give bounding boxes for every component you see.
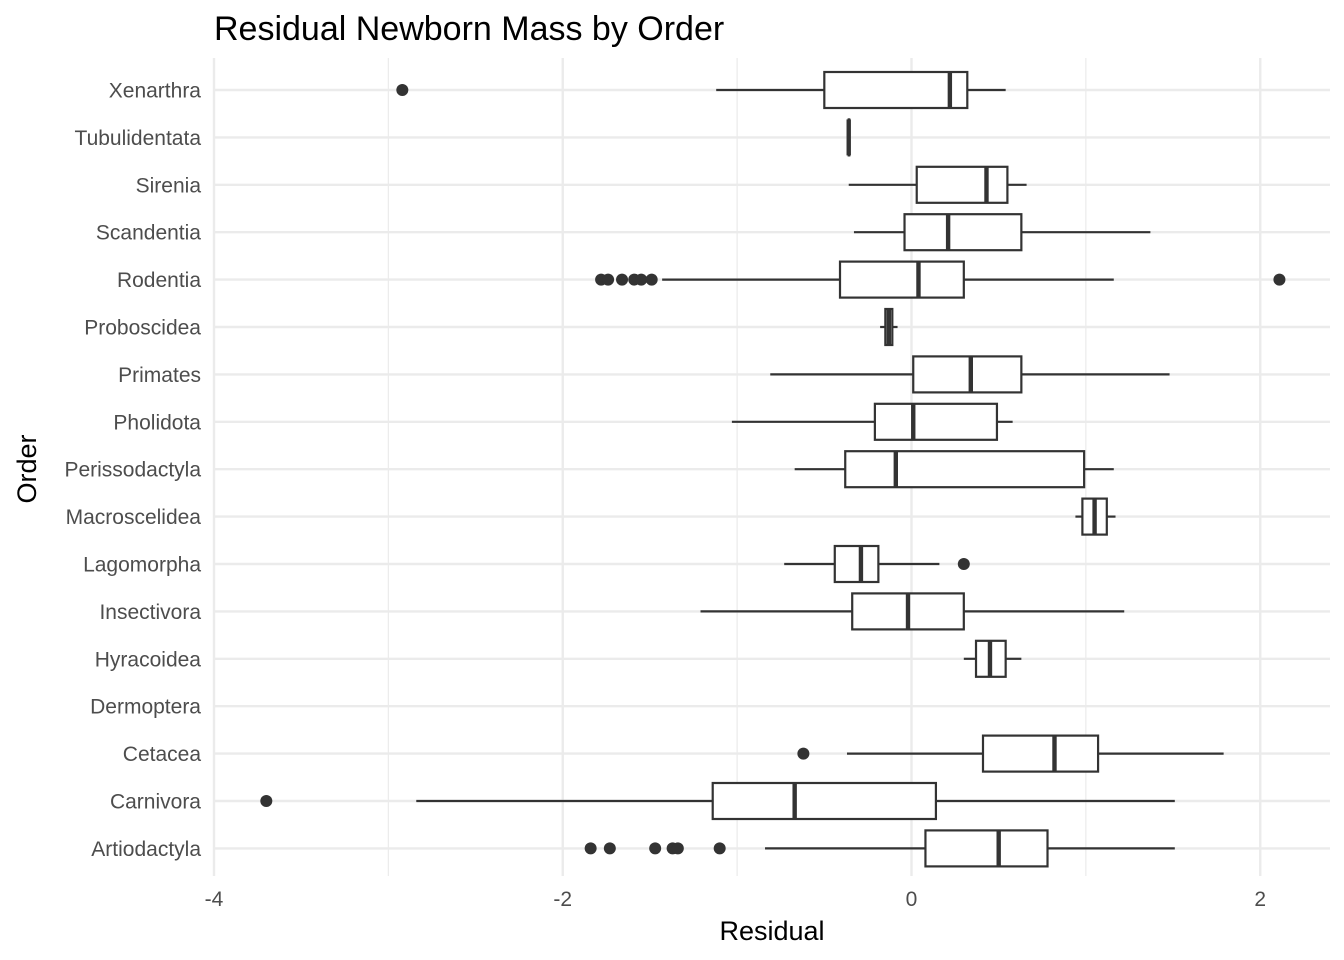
y-tick-label: Carnivora [110,791,201,814]
box-group [1075,497,1116,536]
box-group [700,592,1125,631]
y-tick-label: Lagomorpha [83,554,201,577]
box-group [853,213,1151,252]
iqr-box [981,734,1100,773]
x-tick-label: 0 [906,888,918,911]
box-group [797,734,1224,773]
outlier-point [635,273,648,286]
box-group [260,781,1175,821]
y-axis-title: Order [12,434,42,503]
iqr-box [833,544,880,584]
box-group [794,450,1114,489]
outlier-point [396,84,409,96]
outlier-point [616,273,629,286]
y-tick-label: Insectivora [99,601,201,624]
outlier-point [645,273,658,286]
box-group [396,70,1006,110]
box-group [770,355,1170,394]
x-tick-label: 2 [1254,888,1266,911]
y-tick-label: Cetacea [123,743,202,766]
x-tick-label: -4 [205,888,224,911]
y-tick-label: Proboscidea [84,317,201,340]
outlier-point [260,795,273,807]
outlier-point [957,558,970,570]
y-tick-label: Perissodactyla [64,459,201,482]
outlier-point [797,747,810,760]
y-tick-labels: Xenarthra Tubulidentata Sirenia Scandentia R… [64,80,201,861]
outlier-point [603,842,616,855]
box-group [880,307,898,347]
iqr-box [915,165,1009,204]
x-tick-labels: -4 -2 0 2 [205,888,1266,911]
box-group [963,639,1022,678]
iqr-box [711,781,938,821]
box-group [848,165,1027,204]
box-group [584,829,1175,868]
outlier-point [1273,273,1286,286]
y-tick-label: Artiodactyla [91,838,201,861]
iqr-box [903,213,1023,252]
outlier-point [649,842,662,855]
outlier-point [713,842,726,855]
box-group [595,260,1286,299]
iqr-box [873,402,999,441]
y-tick-label: Pholidota [113,411,201,434]
iqr-box [924,829,1049,868]
y-tick-label: Scandentia [96,222,201,245]
iqr-box [823,70,969,110]
y-tick-label: Macroscelidea [66,506,202,529]
x-axis-title: Residual [719,916,824,946]
y-tick-label: Hyracoidea [95,648,202,671]
y-tick-label: Tubulidentata [75,127,202,150]
iqr-box [838,260,965,299]
iqr-box [912,355,1023,394]
y-tick-label: Sirenia [136,174,202,197]
x-tick-label: -2 [553,888,572,911]
iqr-box [844,450,1086,489]
outlier-point [671,842,684,855]
box-layer [260,70,1286,868]
outlier-point [602,273,615,286]
y-tick-label: Dermoptera [90,696,201,719]
y-tick-label: Rodentia [117,269,201,292]
y-tick-label: Xenarthra [109,80,202,103]
chart-title: Residual Newborn Mass by Order [214,10,724,48]
y-tick-label: Primates [118,364,201,387]
box-group [846,118,851,157]
box-group [784,544,970,584]
outlier-point [584,842,597,855]
box-group [731,402,1013,441]
